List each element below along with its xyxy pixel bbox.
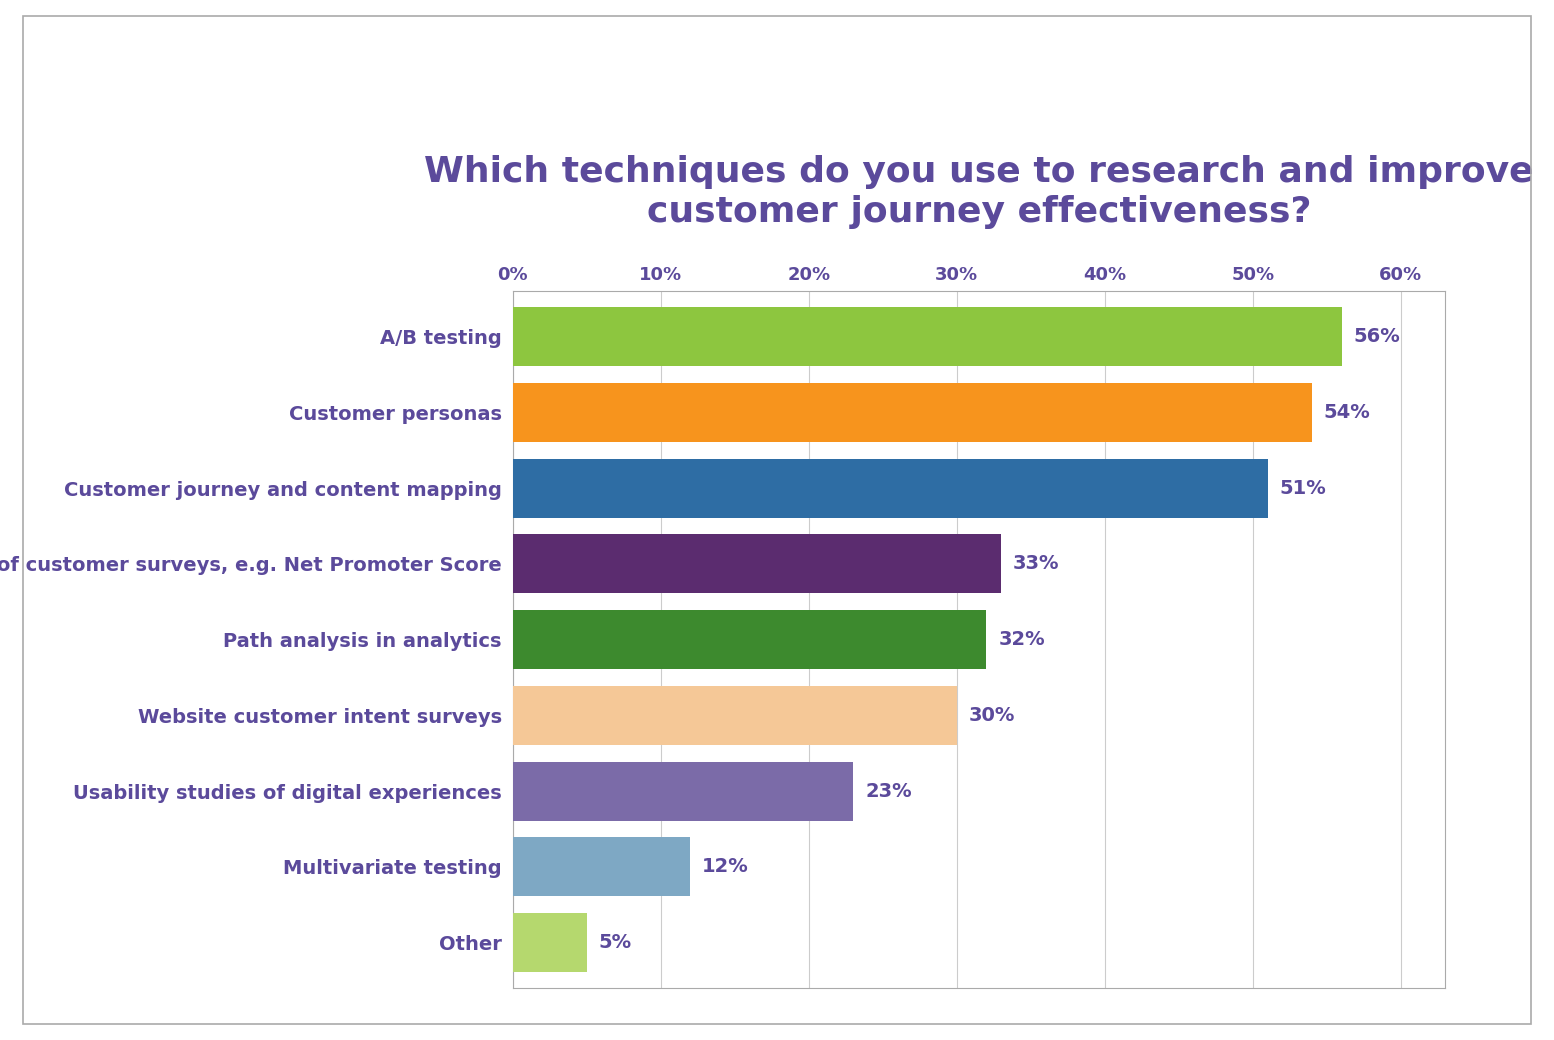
Bar xyxy=(513,913,587,972)
Bar xyxy=(513,610,987,669)
Text: 33%: 33% xyxy=(1013,554,1060,573)
Text: 30%: 30% xyxy=(968,706,1015,725)
Bar xyxy=(513,761,853,821)
Bar xyxy=(513,383,1312,442)
Bar xyxy=(513,685,957,745)
Text: 12%: 12% xyxy=(702,857,749,877)
Bar xyxy=(513,307,1341,366)
Bar xyxy=(513,535,1001,594)
Title: Which techniques do you use to research and improve
customer journey effectivene: Which techniques do you use to research … xyxy=(424,155,1534,229)
Text: 32%: 32% xyxy=(998,630,1044,649)
Bar xyxy=(513,837,690,896)
Bar xyxy=(513,459,1268,518)
Text: 5%: 5% xyxy=(598,933,632,952)
Text: 51%: 51% xyxy=(1279,478,1326,497)
Text: 56%: 56% xyxy=(1354,328,1400,346)
Text: 54%: 54% xyxy=(1324,402,1371,422)
Text: 23%: 23% xyxy=(866,782,912,801)
